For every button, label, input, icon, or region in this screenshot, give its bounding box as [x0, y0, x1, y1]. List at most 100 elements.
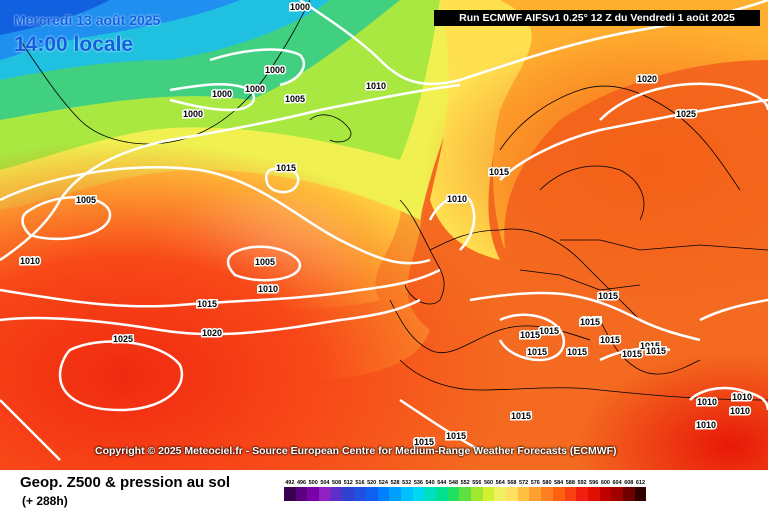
legend-swatch [319, 487, 331, 501]
legend-swatch [424, 487, 436, 501]
isobar-label: 1000 [265, 65, 285, 75]
isobar-label: 1010 [696, 420, 716, 430]
isobar-label: 1010 [20, 256, 40, 266]
legend-value: 572 [519, 480, 529, 486]
legend-value: 492 [285, 480, 295, 486]
legend-value: 568 [507, 480, 517, 486]
legend-swatch [330, 487, 343, 501]
legend-value: 508 [332, 480, 342, 486]
legend-swatch [599, 487, 612, 501]
legend-swatch [506, 487, 518, 501]
legend-swatch [587, 487, 600, 501]
forecast-date: Mercredi 13 août 2025 [14, 12, 161, 28]
isobar-label: 1015 [580, 317, 600, 327]
legend-value: 596 [589, 480, 599, 486]
legend-value: 504 [320, 480, 330, 486]
isobar-label: 1015 [622, 349, 642, 359]
legend-value: 544 [437, 480, 447, 486]
legend-swatch [576, 487, 588, 501]
isobar-label: 1015 [520, 330, 540, 340]
legend-labels: 492 496 500 504 508 512 516 520 524 528 532 536 540 5… [284, 480, 752, 486]
isobar-label: 1010 [366, 81, 386, 91]
forecast-local-time: 14:00 locale [14, 33, 134, 56]
isobar-label: 1005 [255, 257, 275, 267]
legend-value: 520 [367, 480, 377, 486]
color-legend: 492 496 500 504 508 512 516 520 524 528 532 536 540 5… [284, 480, 752, 501]
isobar-label: 1015 [197, 299, 217, 309]
legend-swatch [377, 487, 390, 501]
legend-value: 576 [530, 480, 540, 486]
isobar-label: 1015 [489, 167, 509, 177]
legend-swatch [400, 487, 413, 501]
isobar-label: 1015 [646, 346, 666, 356]
isobar-label: 1015 [446, 431, 466, 441]
legend-value: 512 [343, 480, 353, 486]
legend-swatch [412, 487, 425, 501]
legend-swatch [295, 487, 308, 501]
legend-swatch [342, 487, 355, 501]
legend-value: 540 [425, 480, 435, 486]
legend-swatch [622, 487, 635, 501]
isobar-label: 1000 [183, 109, 203, 119]
isobar-label: 1000 [290, 2, 310, 12]
isobar-label: 1015 [414, 437, 434, 447]
legend-value: 584 [554, 480, 564, 486]
isobar-label: 1010 [732, 392, 752, 402]
legend-value: 528 [390, 480, 400, 486]
parameter-title: Geop. Z500 & pression au sol [20, 474, 231, 491]
copyright-text: Copyright © 2025 Meteociel.fr - Source E… [95, 445, 617, 457]
legend-value: 500 [308, 480, 318, 486]
legend-value: 592 [577, 480, 587, 486]
legend-swatch [284, 487, 296, 501]
isobar-label: 1000 [212, 89, 232, 99]
isobar-label: 1010 [258, 284, 278, 294]
isobar-label: 1025 [113, 334, 133, 344]
legend-value: 560 [483, 480, 494, 486]
legend-value: 556 [472, 480, 482, 486]
legend-value: 564 [495, 480, 505, 486]
isobar-label: 1005 [285, 94, 305, 104]
isobar-label: 1015 [527, 347, 547, 357]
legend-swatch [482, 487, 495, 501]
isobar-label: 1015 [640, 341, 660, 351]
legend-swatch [354, 487, 366, 501]
legend-swatch [494, 487, 507, 501]
isobar-label: 1000 [245, 84, 265, 94]
legend-value: 548 [448, 480, 459, 486]
isobars [0, 0, 768, 461]
isobar-label: 1015 [600, 335, 620, 345]
legend-value: 524 [378, 480, 388, 486]
legend-value: 516 [355, 480, 365, 486]
legend-value: 496 [296, 480, 307, 486]
legend-swatch [471, 487, 483, 501]
legend-swatch [435, 487, 448, 501]
z500-field [0, 0, 768, 470]
legend-swatch [447, 487, 460, 501]
isobar-label: 1025 [676, 109, 696, 119]
legend-value: 608 [624, 480, 634, 486]
legend-swatch [307, 487, 320, 501]
legend-swatch [564, 487, 577, 501]
legend-value: 580 [542, 480, 552, 486]
isobar-label: 1015 [567, 347, 587, 357]
lead-time: (+ 288h) [22, 494, 68, 508]
legend-swatch [529, 487, 542, 501]
legend-value: 604 [612, 480, 622, 486]
run-info-bar: Run ECMWF AIFSv1 0.25° 12 Z du Vendredi … [434, 10, 760, 26]
isobar-label: 1015 [539, 326, 559, 336]
legend-value: 588 [565, 480, 575, 486]
legend-bar [284, 487, 752, 501]
isobar-label: 1010 [730, 406, 750, 416]
isobar-label: 1020 [202, 328, 222, 338]
isobar-label: 1010 [697, 397, 717, 407]
legend-value: 532 [402, 480, 412, 486]
legend-swatch [541, 487, 553, 501]
legend-value: 536 [413, 480, 423, 486]
legend-swatch [552, 487, 565, 501]
isobar-label: 1015 [598, 291, 618, 301]
isobar-label: 1015 [276, 163, 296, 173]
coastlines [19, 0, 768, 401]
isobar-label: 1015 [511, 411, 531, 421]
isobar-label: 1010 [447, 194, 467, 204]
